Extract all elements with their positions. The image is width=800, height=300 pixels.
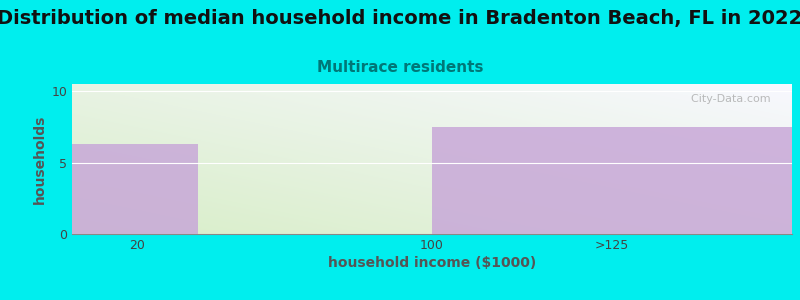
Y-axis label: households: households [33, 114, 47, 204]
Text: City-Data.com: City-Data.com [684, 94, 770, 104]
Text: Distribution of median household income in Bradenton Beach, FL in 2022: Distribution of median household income … [0, 9, 800, 28]
X-axis label: household income ($1000): household income ($1000) [328, 256, 536, 270]
Text: Multirace residents: Multirace residents [317, 60, 483, 75]
Bar [432, 127, 792, 234]
Bar [72, 144, 198, 234]
